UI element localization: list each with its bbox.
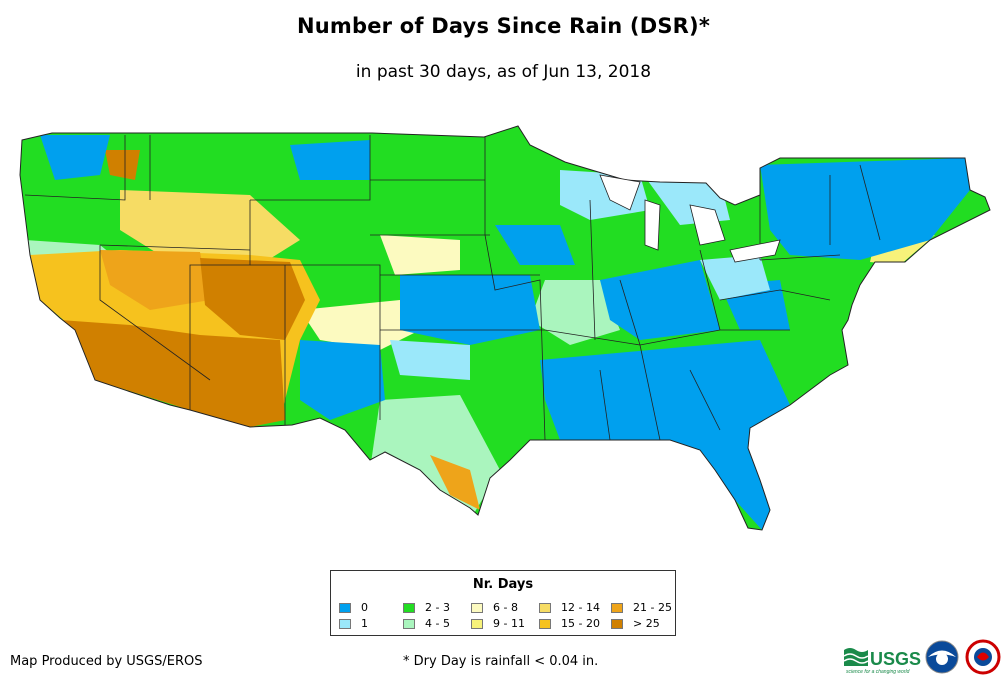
logo-svg: USGS science for a changing world [843,639,1001,675]
us-dsr-map [19,125,991,531]
region-0-days [400,275,540,345]
legend-label: 1 [361,617,368,630]
legend-label: 0 [361,601,368,614]
lake-michigan [644,199,661,251]
legend-swatch [539,619,551,629]
lake-erie [729,239,781,263]
region-0-days [540,340,790,530]
legend-item: 1 [339,618,368,630]
legend-item: 2 - 3 [403,602,450,614]
map-svg [19,125,991,531]
region-0-days [290,140,370,180]
region-0-days [300,340,385,420]
legend-swatch [611,603,623,613]
map-subtitle: in past 30 days, as of Jun 13, 2018 [355,62,652,82]
region-0-days [40,135,110,180]
svg-text:science for a changing world: science for a changing world [846,669,910,675]
legend-label: 2 - 3 [425,601,450,614]
legend-swatch [471,619,483,629]
legend-item: 4 - 5 [403,618,450,630]
legend-item: 12 - 14 [539,602,600,614]
region-6-8-days [300,300,420,350]
usgs-logo: USGS science for a changing world [843,648,921,675]
credit-text: Map Produced by USGS/EROS [10,654,203,669]
legend-label: 15 - 20 [561,617,600,630]
noaa-logo [925,640,959,674]
legend-label: 4 - 5 [425,617,450,630]
region-0-days [495,225,575,265]
agency-logos: USGS science for a changing world [842,638,1007,678]
region-6-8-days [380,235,460,275]
legend-swatch [403,619,415,629]
region-4-5-days [530,280,620,345]
legend-label: 21 - 25 [633,601,672,614]
us-outline [19,125,991,531]
region-21-25-days [100,250,210,310]
legend-item: 15 - 20 [539,618,600,630]
legend-swatch [403,603,415,613]
legend-swatch [539,603,551,613]
legend-title: Nr. Days [472,577,534,592]
legend-label: 12 - 14 [561,601,600,614]
svg-text:USGS: USGS [870,649,921,669]
region-21-25-days [430,455,480,510]
legend-swatch [471,603,483,613]
legend-label: > 25 [633,617,660,630]
region-12-14-days [120,190,300,265]
legend-swatch [339,603,351,613]
lake-superior [599,174,641,211]
legend-item: 9 - 11 [471,618,525,630]
region-over-25-days [60,320,285,427]
legend-label: 9 - 11 [493,617,525,630]
state-borders [24,135,881,441]
region-over-25-days [105,150,140,180]
region-over-25-days [200,258,305,340]
legend-item: > 25 [611,618,660,630]
map-title: Number of Days Since Rain (DSR)* [296,14,711,38]
region-0-days [760,158,970,260]
legend-item: 21 - 25 [611,602,672,614]
nws-logo [965,639,1001,675]
legend-label: 6 - 8 [493,601,518,614]
legend-swatch [339,619,351,629]
legend-swatch [611,619,623,629]
map-legend: Nr. Days 0 1 2 - 3 4 - 5 6 - 8 9 - 11 12 - 14 1… [330,570,676,636]
footnote-text: * Dry Day is rainfall < 0.04 in. [403,654,599,669]
region-1-day [390,340,470,380]
region-1-day [700,255,770,300]
region-0-days [600,260,720,340]
lake-huron [689,204,726,246]
legend-item: 0 [339,602,368,614]
legend-item: 6 - 8 [471,602,518,614]
